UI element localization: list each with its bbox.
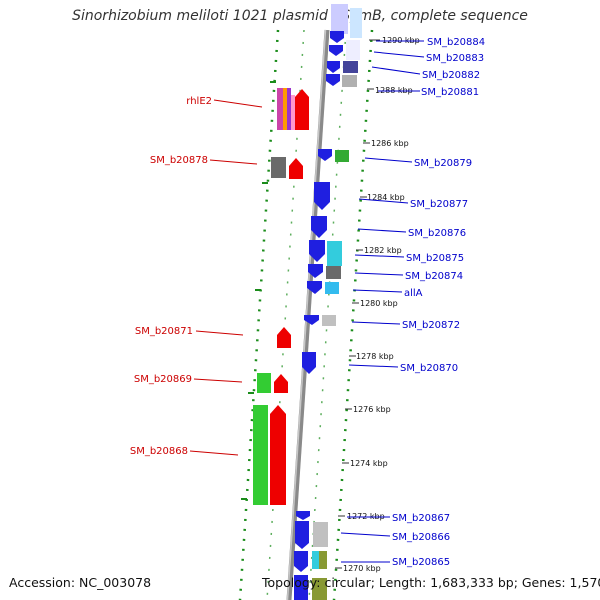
feature-SM_b20879-blue <box>318 149 332 161</box>
feature-allA-cyan <box>325 282 339 294</box>
forward-features <box>253 88 309 505</box>
feature-SM_b20865-blue <box>294 551 308 572</box>
feature-rhlE2-track4 <box>291 95 295 130</box>
feature-SM_b20872-blue <box>304 315 319 325</box>
feature-SM_b20867-arrow <box>296 511 310 520</box>
label-SM_b20870: SM_b20870 <box>400 363 458 374</box>
label-SM_b20866: SM_b20866 <box>392 532 450 543</box>
label-SM_b20882: SM_b20882 <box>422 70 480 81</box>
feature-bottom-blue <box>294 575 308 600</box>
tick-1284: 1284 kbp <box>367 193 405 202</box>
feature-SM_b20881-white <box>346 40 360 60</box>
topology-text: Topology: circular; Length: 1,683,333 bp… <box>262 575 600 590</box>
feature-SM_b20868-arrow <box>270 405 286 505</box>
feature-SM_b20878-arrow <box>289 158 303 179</box>
feature-SM_b20870-arrow <box>302 352 316 374</box>
label-SM_b20878: SM_b20878 <box>150 155 208 166</box>
label-SM_b20871: SM_b20871 <box>135 326 193 337</box>
feature-rhlE2-track2 <box>283 88 287 130</box>
tick-1286: 1286 kbp <box>371 139 409 148</box>
tick-1276: 1276 kbp <box>353 405 391 414</box>
map-title: Sinorhizobium meliloti 1021 plasmid pSym… <box>72 8 528 24</box>
label-SM_b20868: SM_b20868 <box>130 446 188 457</box>
left-leaders <box>189 99 263 456</box>
tick-lines <box>335 39 380 569</box>
label-SM_b20884: SM_b20884 <box>427 37 485 48</box>
label-SM_b20876: SM_b20876 <box>408 228 466 239</box>
feature-allA-blue <box>307 281 322 294</box>
feature-top-light-2 <box>350 8 362 38</box>
feature-SM_b20882-indigo <box>343 61 358 73</box>
feature-SM_b20871-arrow <box>277 327 291 348</box>
label-SM_b20877: SM_b20877 <box>410 199 468 210</box>
feature-SM_b20865-cyan <box>312 551 319 569</box>
feature-SM_b20865-olive <box>319 551 327 569</box>
feature-rhlE2-track1 <box>277 88 283 130</box>
right-leaders <box>340 40 425 563</box>
feature-SM_b20881-blue <box>326 74 340 86</box>
label-SM_b20867: SM_b20867 <box>392 513 450 524</box>
accession-text: Accession: NC_003078 <box>9 575 152 590</box>
tick-1280: 1280 kbp <box>360 299 398 308</box>
label-SM_b20883: SM_b20883 <box>426 53 484 64</box>
feature-SM_b20881-gray <box>342 75 357 87</box>
feature-SM_b20869-green <box>257 373 271 393</box>
feature-SM_b20866-gray <box>313 522 328 547</box>
feature-SM_b20882-blue <box>327 61 340 73</box>
label-rhlE2: rhlE2 <box>186 96 212 107</box>
feature-SM_b20874-blue <box>308 264 323 278</box>
feature-SM_b20884-arrow <box>330 31 344 43</box>
tick-1270: 1270 kbp <box>343 564 381 573</box>
feature-SM_b20868-green <box>253 405 268 505</box>
label-SM_b20881: SM_b20881 <box>421 87 479 98</box>
tick-1274: 1274 kbp <box>350 459 388 468</box>
label-allA: allA <box>404 288 423 299</box>
feature-SM_b20878-gray <box>271 157 286 178</box>
feature-SM_b20866-blue <box>295 521 309 549</box>
label-SM_b20875: SM_b20875 <box>406 253 464 264</box>
feature-SM_b20875-blue <box>309 240 325 262</box>
feature-bottom-olive <box>312 578 327 600</box>
left-tick-marks <box>241 81 276 500</box>
feature-rhlE2-arrow <box>295 89 309 130</box>
label-SM_b20872: SM_b20872 <box>402 320 460 331</box>
feature-SM_b20872-gray <box>322 315 336 326</box>
reverse-features <box>294 4 362 600</box>
label-SM_b20874: SM_b20874 <box>405 271 463 282</box>
feature-SM_b20877-arrow <box>314 182 330 210</box>
tick-1278: 1278 kbp <box>356 352 394 361</box>
label-SM_b20869: SM_b20869 <box>134 374 192 385</box>
feature-SM_b20869-arrow <box>274 374 288 393</box>
outer-left-track <box>238 29 280 600</box>
label-SM_b20865: SM_b20865 <box>392 557 450 568</box>
feature-top-light <box>331 4 348 34</box>
feature-SM_b20875-cyan <box>327 241 342 266</box>
feature-rhlE2-track3 <box>287 88 291 130</box>
feature-SM_b20876-arrow <box>311 216 327 238</box>
label-SM_b20879: SM_b20879 <box>414 158 472 169</box>
tick-1282: 1282 kbp <box>364 246 402 255</box>
feature-SM_b20883-arrow <box>329 45 343 56</box>
feature-SM_b20874-gray <box>326 266 341 279</box>
feature-SM_b20879-green <box>335 150 349 162</box>
